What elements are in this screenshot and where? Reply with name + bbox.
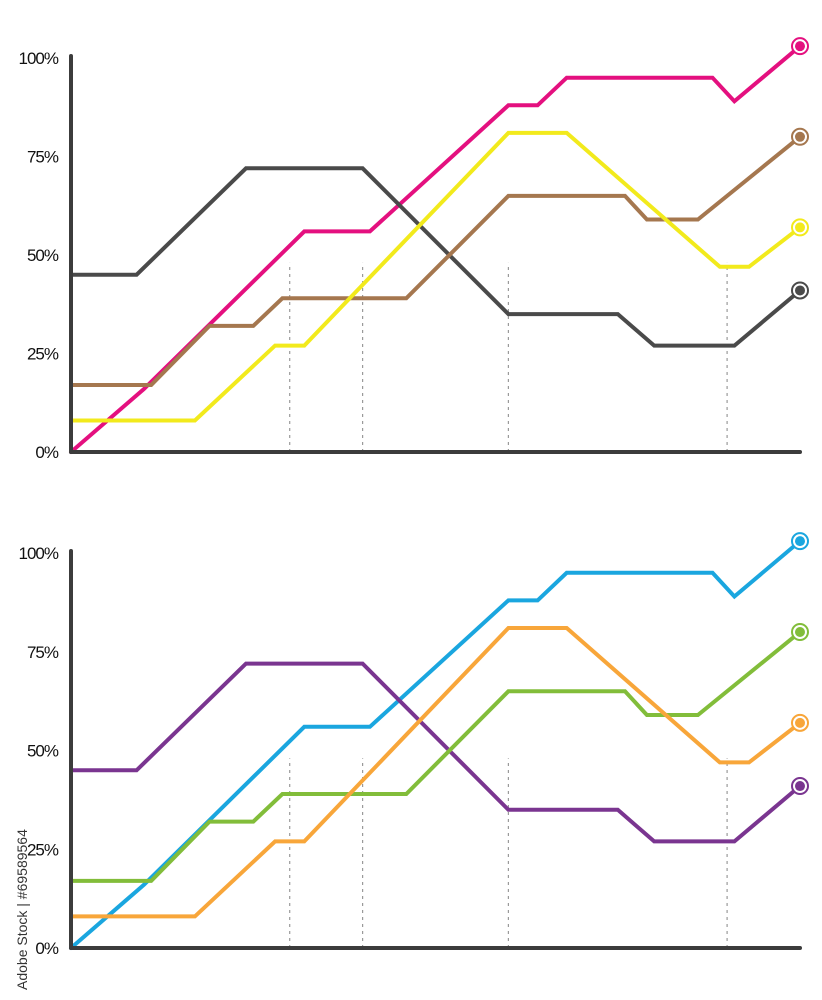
y-tick-label: 25%	[27, 345, 59, 364]
y-tick-label: 0%	[35, 939, 58, 958]
end-marker-dot-yellow	[795, 222, 805, 233]
series-line-gray	[69, 166, 802, 348]
series-line-purple	[69, 661, 802, 844]
y-tick-label: 100%	[19, 49, 59, 68]
y-tick-label: 50%	[27, 246, 59, 265]
y-tick-label: 25%	[27, 840, 59, 859]
end-marker-dot-green	[795, 627, 805, 637]
end-marker-dot-magenta	[795, 41, 805, 52]
y-tick-label: 75%	[27, 643, 59, 662]
y-tick-label: 50%	[27, 742, 59, 761]
series-line-orange	[69, 626, 802, 919]
end-marker-dot-orange	[795, 717, 805, 728]
series-line-magenta	[69, 44, 802, 454]
y-tick-label: 75%	[27, 148, 59, 167]
chart-panel-1: 0% 25% 50% 75% 100%	[19, 37, 809, 462]
y-tick-label: 0%	[35, 443, 58, 462]
series-line-blue	[69, 539, 802, 950]
end-marker-dot-blue	[795, 536, 805, 547]
end-marker-dot-gray	[795, 285, 805, 296]
chart-panel-2: 0% 25% 50% 75% 100%	[19, 532, 809, 958]
stock-credit: Adobe Stock | #69589564	[14, 829, 30, 990]
end-marker-dot-purple	[795, 781, 805, 792]
end-marker-dot-brown	[795, 131, 805, 142]
series-line-yellow	[69, 130, 802, 423]
y-tick-label: 100%	[19, 544, 59, 563]
